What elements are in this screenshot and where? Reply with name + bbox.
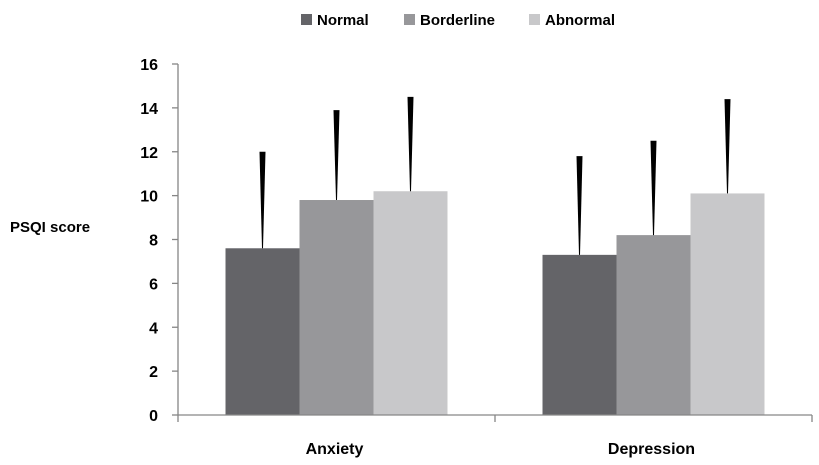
x-axis: Anxiety Depression — [177, 414, 813, 458]
y-tick-label-0: 0 — [149, 408, 158, 425]
y-tick-label-8: 8 — [149, 233, 158, 250]
y-tick-label-6: 6 — [149, 276, 158, 293]
y-tick-label-10: 10 — [140, 189, 158, 206]
y-tick-label-4: 4 — [149, 320, 158, 337]
y-tick-label-14: 14 — [140, 101, 158, 118]
legend-label-borderline: Borderline — [420, 12, 495, 29]
y-tick-label-16: 16 — [140, 57, 158, 74]
error-bar-anxiety-normal — [259, 151, 266, 249]
y-tick-label-12: 12 — [140, 145, 158, 162]
bar-depression-abnormal — [690, 193, 765, 415]
legend-label-normal: Normal — [317, 12, 369, 29]
legend-label-abnormal: Abnormal — [545, 12, 615, 29]
bar-anxiety-abnormal — [373, 191, 448, 415]
bars — [225, 96, 765, 415]
legend: Normal Borderline Abnormal — [301, 12, 615, 29]
bar-depression-borderline — [616, 235, 691, 415]
y-axis-label: PSQI score — [10, 219, 90, 236]
error-bar-anxiety-abnormal — [407, 96, 414, 192]
legend-swatch-abnormal — [529, 14, 540, 25]
bar-anxiety-borderline — [299, 200, 374, 415]
y-tick-label-2: 2 — [149, 364, 158, 381]
x-tick-label-anxiety: Anxiety — [306, 441, 364, 458]
y-axis: 0 2 4 6 8 10 12 14 16 — [140, 57, 179, 425]
x-tick-label-depression: Depression — [608, 441, 695, 458]
error-bar-depression-abnormal — [724, 99, 731, 194]
error-bar-anxiety-borderline — [333, 110, 340, 201]
bar-depression-normal — [542, 254, 617, 415]
error-bar-depression-normal — [576, 156, 583, 255]
error-bar-depression-borderline — [650, 140, 657, 236]
legend-swatch-normal — [301, 14, 312, 25]
legend-swatch-borderline — [404, 14, 415, 25]
bar-anxiety-normal — [225, 248, 300, 415]
